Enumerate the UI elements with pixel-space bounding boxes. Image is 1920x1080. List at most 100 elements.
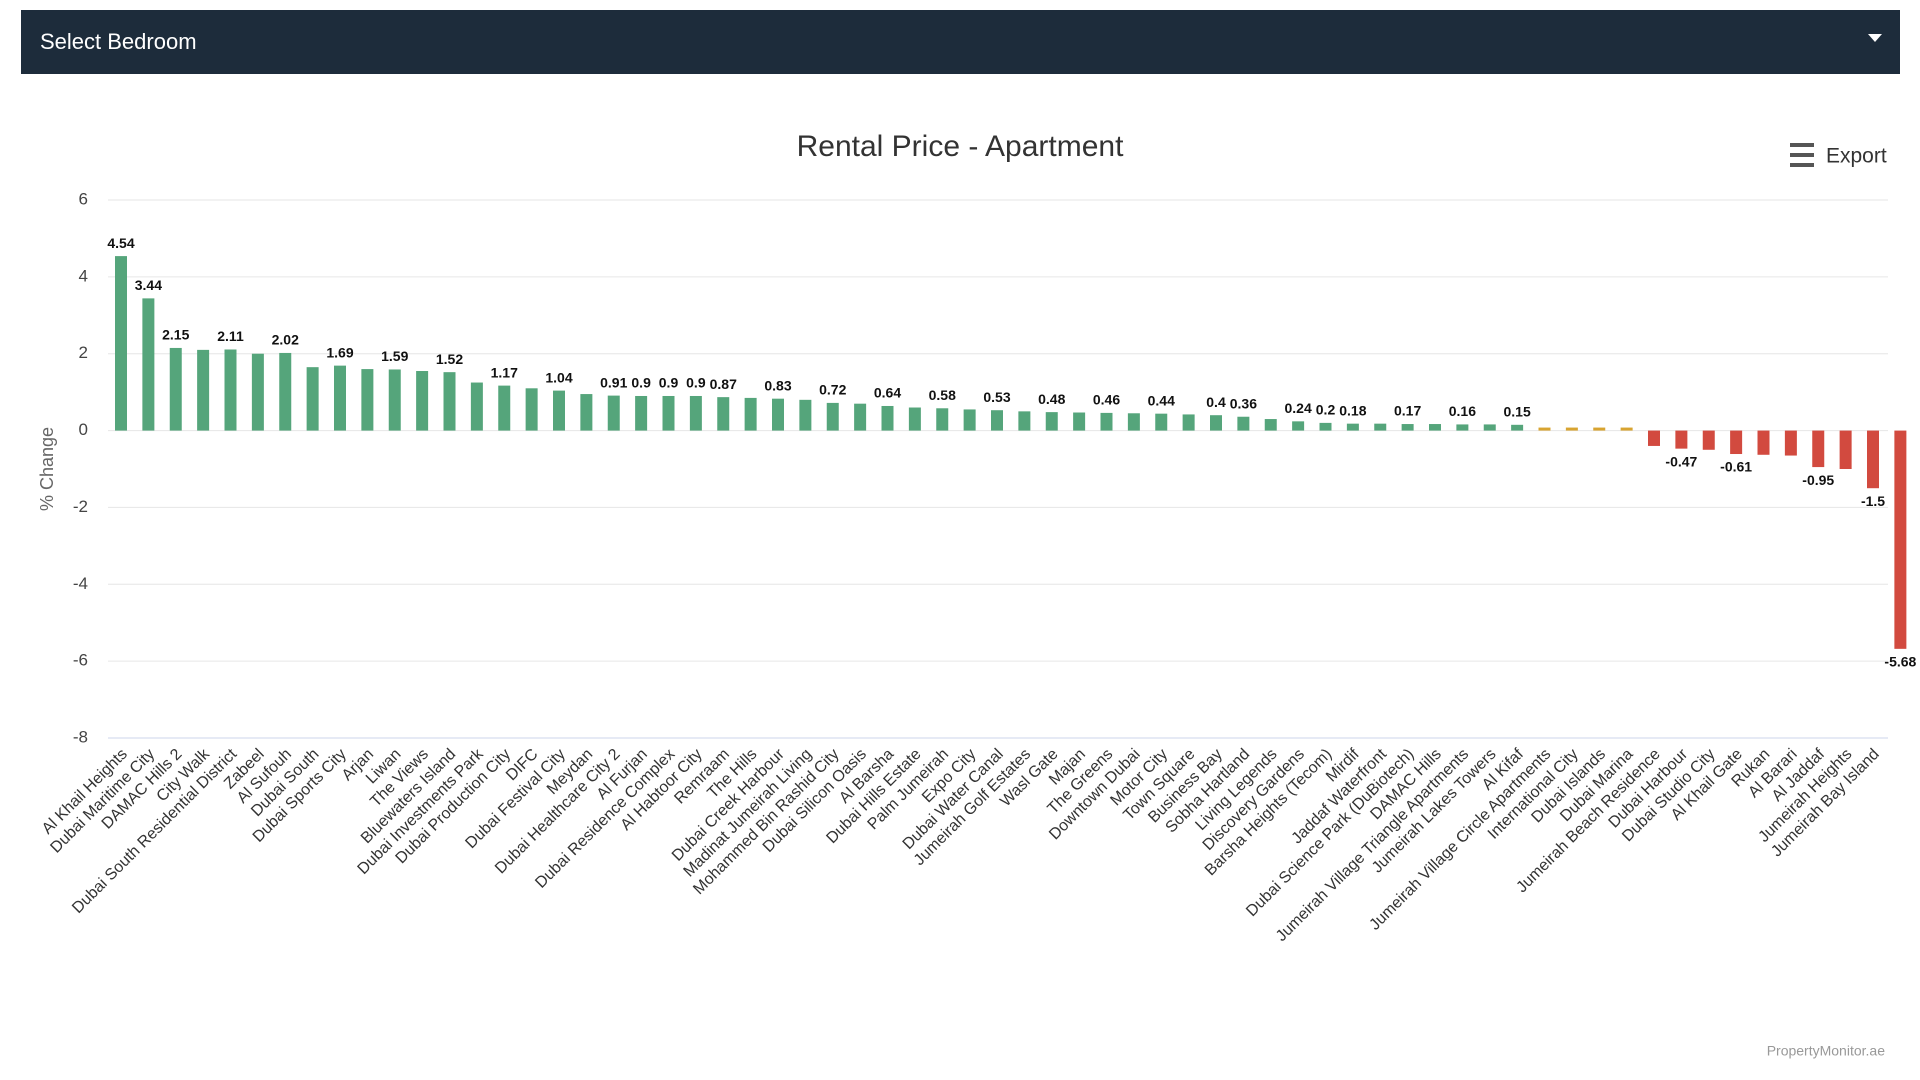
bar (498, 385, 511, 431)
bar (1237, 416, 1250, 431)
data-label: 0.2 (1316, 402, 1336, 418)
bar (607, 395, 620, 431)
export-label: Export (1826, 145, 1887, 168)
bar (1182, 414, 1195, 431)
y-tick-label: -4 (73, 574, 88, 593)
export-button[interactable]: Export (1790, 143, 1887, 168)
bar (306, 367, 319, 431)
data-label: 0.72 (819, 382, 846, 398)
y-tick-label: 2 (79, 343, 88, 362)
bar (1757, 430, 1770, 455)
data-label: 0.44 (1148, 392, 1175, 408)
data-label: 0.83 (764, 377, 791, 393)
bar (1867, 430, 1879, 489)
data-label: 0.87 (710, 376, 737, 392)
data-label: 0.9 (631, 375, 651, 391)
data-label: 3.44 (135, 277, 162, 293)
bar (279, 352, 292, 431)
data-label: 1.04 (545, 369, 572, 385)
data-label: -0.95 (1802, 472, 1834, 488)
bar (169, 347, 182, 431)
menu-icon-bar (1790, 163, 1814, 167)
bar (1018, 411, 1031, 431)
bar (251, 353, 264, 431)
bar (1100, 412, 1113, 431)
y-tick-label: 0 (79, 420, 88, 439)
data-label: 0.18 (1339, 402, 1366, 418)
data-label: 0.15 (1504, 404, 1531, 420)
data-label: 0.9 (659, 375, 679, 391)
bar (635, 395, 648, 431)
y-tick-label: 6 (79, 189, 88, 208)
data-label: 0.16 (1449, 403, 1476, 419)
y-axis-label: % Change (37, 427, 57, 511)
bar (1155, 413, 1168, 431)
bar (799, 399, 812, 431)
bar (1456, 424, 1469, 431)
bar (224, 349, 237, 431)
data-label: 0.46 (1093, 392, 1120, 408)
bar (662, 395, 675, 431)
bar (936, 408, 949, 431)
bar (197, 349, 210, 431)
bar (1210, 415, 1222, 431)
data-label: 2.02 (272, 332, 299, 348)
bar (1429, 424, 1441, 431)
bar (1511, 424, 1524, 431)
data-label: 4.54 (107, 235, 134, 251)
data-label: 1.69 (326, 344, 353, 360)
bar (1565, 427, 1578, 431)
data-label: -5.68 (1884, 654, 1916, 670)
bar (1538, 427, 1551, 431)
bedroom-dropdown[interactable] (21, 10, 1900, 74)
bar (470, 382, 483, 431)
data-label: 1.59 (381, 348, 408, 364)
bar (1127, 413, 1140, 431)
data-label: -0.61 (1720, 459, 1752, 475)
bar (826, 402, 839, 431)
data-label: 2.15 (162, 327, 189, 343)
bar (991, 410, 1003, 431)
bar (115, 256, 127, 431)
data-label: 0.17 (1394, 403, 1421, 419)
data-label: 2.11 (217, 328, 244, 344)
bar (142, 298, 155, 431)
data-label: -1.5 (1861, 493, 1885, 509)
bar (963, 409, 976, 431)
y-tick-label: -6 (73, 651, 88, 670)
bar (1812, 430, 1825, 468)
bar (881, 405, 894, 431)
bar (361, 369, 374, 431)
data-label: 0.64 (874, 385, 901, 401)
bar (1401, 424, 1414, 431)
bar (443, 372, 456, 431)
menu-icon-bar (1790, 153, 1814, 157)
credits: PropertyMonitor.ae (1767, 1043, 1885, 1059)
bar (744, 397, 757, 431)
y-tick-label: 4 (79, 266, 88, 285)
bar (1620, 427, 1633, 431)
bar (1593, 427, 1606, 431)
y-tick-label: -2 (73, 497, 88, 516)
data-label: 0.9 (686, 375, 706, 391)
bar (388, 369, 401, 431)
bar (1675, 430, 1688, 449)
bar (772, 398, 784, 431)
bar (1730, 430, 1743, 455)
bar (908, 407, 921, 431)
chart-title: Rental Price - Apartment (797, 130, 1124, 163)
bar (1374, 423, 1387, 431)
bar (1045, 412, 1058, 431)
bar (1702, 430, 1715, 450)
data-label: 0.36 (1230, 395, 1257, 411)
bar (580, 394, 593, 431)
dropdown-arrow (1868, 34, 1882, 42)
bar (334, 365, 346, 431)
bar (1784, 430, 1797, 456)
bar (1292, 421, 1305, 431)
bar (1346, 423, 1359, 431)
data-label: 0.24 (1285, 400, 1312, 416)
data-label: 0.4 (1206, 394, 1226, 410)
bar (1839, 430, 1852, 469)
